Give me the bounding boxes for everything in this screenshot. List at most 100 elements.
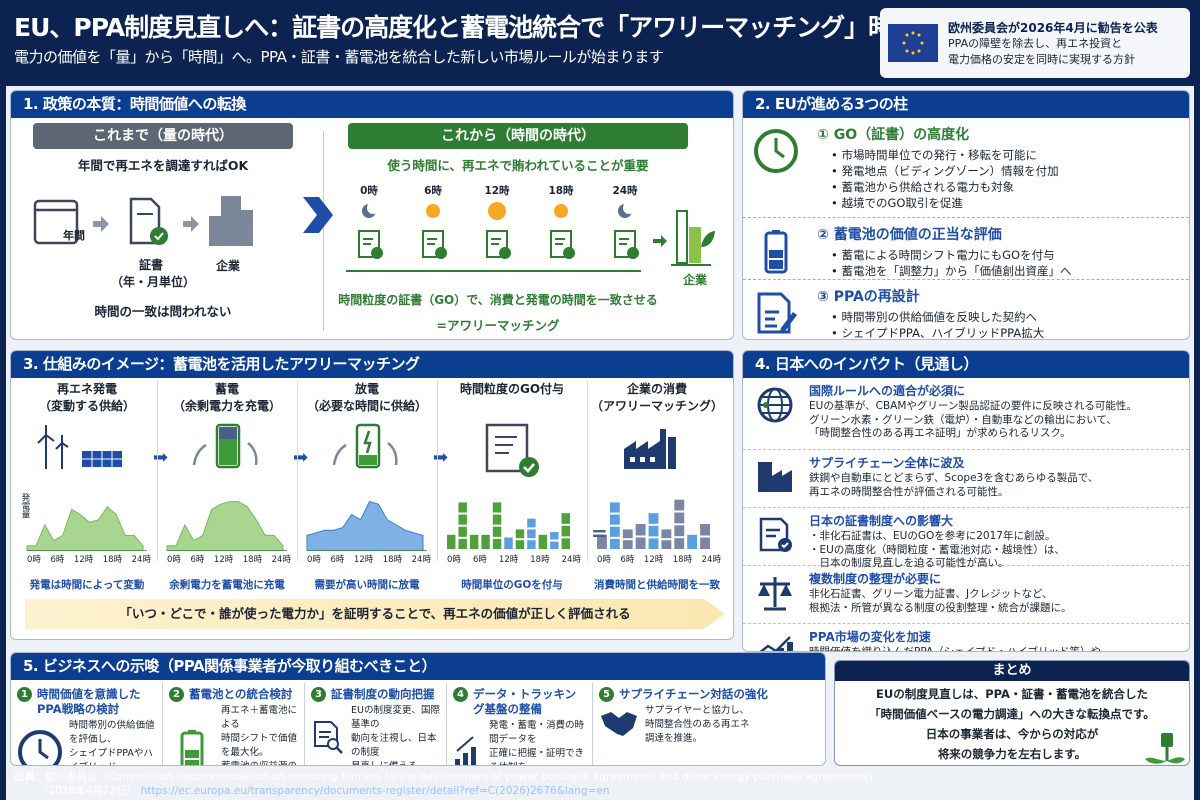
hourly-certificate-icon (614, 230, 639, 259)
hourly-bar (458, 538, 467, 549)
source-text: 欧州委員会「Commission Recommendation on remov… (45, 771, 879, 783)
tick-label: 24時 (701, 555, 721, 565)
eco-plug-icon (1145, 733, 1185, 764)
section-policy-essence: 1. 政策の本質：時間価値への転換 これまで（量の時代） 年間で再エネを調達すれ… (10, 90, 734, 340)
tick-label: 6時 (190, 555, 205, 565)
hour-label: 0時 (360, 185, 378, 197)
hourly-bar (469, 534, 479, 549)
hourly-bar (674, 538, 685, 549)
arrow-icon (93, 216, 109, 232)
eu-headline: 欧州委員会が2026年4月に勧告を公表 (948, 20, 1158, 35)
hourly-certificate-icon (358, 230, 383, 259)
hourly-certificate-icon (550, 230, 575, 259)
source-link[interactable]: https://ec.europa.eu/transparency/docume… (140, 785, 610, 797)
summary-line: 「時間価値ベースの電力調達」への大きな転換点です。 (869, 707, 1155, 721)
pillar-title: ① GO（証書）の高度化 (817, 127, 970, 143)
impact-item: PPA市場の変化を加速 時間価値を織り込んだPPA（シェイプド・ハイブリッド等）や… (743, 624, 1189, 652)
hourly-bar (550, 532, 559, 540)
hourly-bar (609, 502, 620, 513)
transition-arrow-icon (303, 197, 333, 233)
certificate-icon (129, 197, 168, 245)
hourly-bar (458, 502, 467, 513)
step-title: 企業の消費 （アワリーマッチング） (590, 382, 723, 413)
green-company-icon (653, 210, 715, 266)
step-chart (26, 506, 147, 551)
impact-item: 国際ルールへの適合が必須に EUの基準が、CBAMやグリーン製品認証の要件に反映さ… (743, 378, 1189, 450)
tick-label: 24時 (271, 555, 291, 565)
step-divider (437, 381, 438, 561)
implication-item: 3 証書制度の動向把握 EUの制度変更、国際基準の 動向を注視し、日本の制度 見直し… (305, 683, 447, 765)
hourly-bar (515, 529, 525, 539)
tick-label: 18時 (382, 555, 403, 565)
implication-text: サプライヤーと協力し、 時間整合性のある再エネ 調達を推進。 (645, 705, 750, 744)
summary-line: 日本の事業者は、今からの対応が (925, 727, 1099, 741)
battery-discharging-icon (297, 417, 437, 477)
wind-solar-icon (17, 417, 157, 477)
cert-text: 証書 (138, 258, 163, 272)
implication-text: EUの制度変更、国際基準の 動向を注視し、日本の制度 見直しに備える。 (351, 705, 440, 765)
step-chart (166, 501, 287, 551)
profile-area (306, 501, 424, 551)
calendar-label: 年間 (63, 229, 85, 242)
moon-icon (618, 202, 635, 218)
battery-charging-icon (157, 417, 297, 477)
hourly-bar (687, 534, 698, 549)
profile-area (166, 501, 284, 551)
go-certificate-icon (437, 417, 587, 477)
summary-title: まとめ (835, 661, 1189, 681)
hour-label: 18時 (548, 185, 574, 197)
hourly-bar (458, 526, 467, 537)
step-number: 2 (169, 687, 184, 702)
tick-label: 24時 (131, 555, 151, 565)
implication-text: 発電・蓄電・消費の時間データを 正確に把握・証明できる体制を 構築。 (489, 720, 585, 765)
hourly-bar (492, 538, 502, 549)
mechanism-step: 再エネ発電 （変動する供給） 0時 6時 12時 18時 24時 発電は時間によって変動 ➡ (17, 381, 168, 601)
step-title: 蓄電 （余剰電力を充電） (172, 382, 281, 413)
step-number: 3 (311, 687, 326, 702)
pillar-bullet: 越境でのGO取引を促進 (831, 195, 1059, 211)
step-arrow-icon: ➡ (433, 447, 449, 468)
hourly-bar (538, 534, 548, 549)
tick-label: 18時 (672, 555, 693, 565)
x-ticks: 0時 6時 12時 18時 24時 (597, 553, 721, 565)
implication-title: 証書制度の動向把握 (331, 687, 435, 701)
tick-label: 18時 (242, 555, 263, 565)
section-mechanism: 3. 仕組みのイメージ：蓄電池を活用したアワリーマッチング 再エネ発電 （変動す… (10, 350, 734, 640)
calendar-icon (33, 199, 79, 245)
step-chart (597, 499, 710, 549)
tick-label: 18時 (530, 555, 550, 565)
hourly-bar (492, 526, 502, 537)
section-eu-pillars: 2. EUが進める3つの柱 ① GO（証書）の高度化市場時間単位での発行・移転を… (742, 90, 1190, 340)
step-caption: 需要が高い時間に放電 (314, 579, 420, 591)
sun-icon (488, 202, 506, 220)
factory-icon (751, 454, 799, 503)
hourly-bar (458, 514, 467, 525)
tick-label: 0時 (597, 555, 611, 565)
hourly-bar (648, 513, 659, 524)
mechanism-step: 時間粒度のGO付与 0時 6時 12時 18時 24時 時間単位のGOを付与 (437, 381, 588, 601)
hourly-bar (492, 502, 502, 513)
hourly-timeline: 0時 6時 12時 18時 24時 (341, 183, 641, 283)
factory-icon (587, 417, 727, 477)
y-axis-label: 発電量 (20, 493, 30, 519)
tick-label: 0時 (307, 555, 321, 565)
hourly-bar (635, 537, 646, 549)
sun-cloud-icon (426, 204, 440, 218)
hourly-bar (609, 526, 620, 537)
pillar-title: ② 蓄電池の価値の正当な評価 (817, 227, 1002, 243)
hour-label: 12時 (484, 185, 510, 197)
hourly-bar (561, 525, 570, 537)
step-number: 1 (17, 687, 32, 702)
tick-label: 12時 (353, 555, 374, 565)
implication-text: 時間帯別の供給価値を評価し、 シェイプドPPAやハイブリッド PPAの活用を検討… (69, 720, 155, 765)
hour-label: 24時 (612, 185, 638, 197)
x-ticks: 0時 6時 12時 18時 24時 (27, 553, 151, 565)
hourly-bar (609, 538, 620, 549)
hourly-bar (504, 537, 513, 549)
impact-text: 時間価値を織り込んだPPA（シェイプド・ハイブリッド等）や、 蓄電池を組み込んだ… (809, 646, 1112, 652)
page-subtitle: 電力の価値を「量」から「時間」へ。PPA・証書・蓄電池を統合した新しい市場ルール… (14, 48, 664, 66)
tick-label: 18時 (102, 555, 123, 565)
impact-title: 複数制度の整理が必要に (809, 572, 942, 586)
pillar-bullet: 蓄電池を「調整力」から「価値創出資産」へ (831, 263, 1071, 279)
impact-item: サプライチェーン全体に波及 鉄鋼や自動車にとどまらず、Scope3を含むあらゆる製… (743, 450, 1189, 508)
